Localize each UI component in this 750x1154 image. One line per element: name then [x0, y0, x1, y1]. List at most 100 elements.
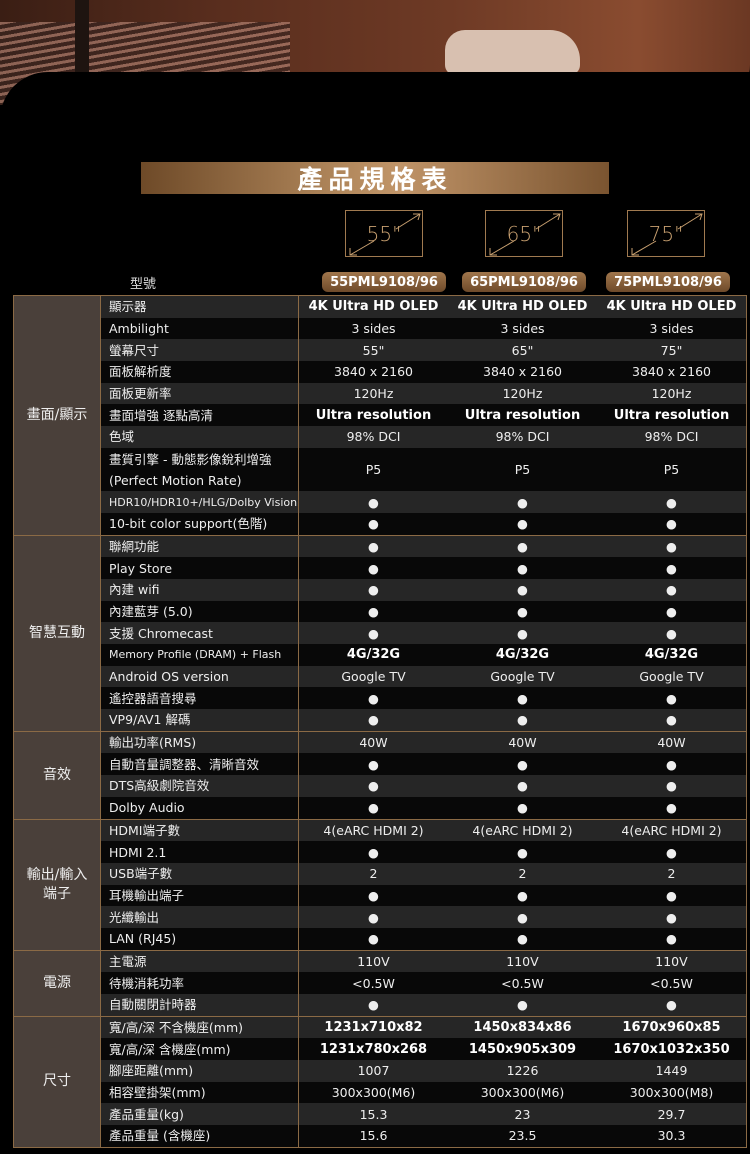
row-value: 120Hz — [448, 382, 597, 405]
supported-dot-icon: ● — [597, 491, 746, 513]
row-label: 自動關閉計時器 — [101, 994, 299, 1016]
supported-dot-icon: ● — [299, 535, 448, 558]
row-value: 15.3 — [299, 1103, 448, 1126]
supported-dot-icon: ● — [448, 927, 597, 950]
row-label: 主電源 — [101, 950, 299, 973]
row-label: 自動音量調整器、清晰音效 — [101, 753, 299, 776]
size-55-badge: 55" — [345, 210, 423, 257]
supported-dot-icon: ● — [448, 600, 597, 623]
row-value: 1670x1032x350 — [597, 1038, 746, 1061]
row-value: 1670x960x85 — [597, 1016, 746, 1039]
row-value: 23 — [448, 1103, 597, 1126]
supported-dot-icon: ● — [299, 709, 448, 731]
supported-dot-icon: ● — [299, 578, 448, 601]
row-value: 40W — [597, 731, 746, 754]
row-value: 4(eARC HDMI 2) — [597, 819, 746, 842]
row-value: 4G/32G — [299, 644, 448, 666]
row-value: P5 — [597, 447, 746, 492]
model-badge-55: 55PML9108/96 — [322, 272, 446, 292]
category-label: 音效 — [14, 731, 101, 819]
row-value: 3840 x 2160 — [448, 361, 597, 383]
row-value: P5 — [299, 447, 448, 492]
supported-dot-icon: ● — [448, 687, 597, 710]
row-value: 3 sides — [597, 317, 746, 340]
row-label: 相容壁掛架(mm) — [101, 1081, 299, 1104]
supported-dot-icon: ● — [299, 927, 448, 950]
spec-table: 畫面/顯示 顯示器 4K Ultra HD OLED 4K Ultra HD OLED… — [13, 295, 747, 1148]
row-value: 4K Ultra HD OLED — [448, 296, 597, 318]
table-row: Memory Profile (DRAM) + Flash 4G/32G 4G/32… — [101, 644, 746, 666]
row-value: Ultra resolution — [597, 404, 746, 427]
page-title: 產品規格表 — [141, 162, 609, 194]
spec-section: 音效 輸出功率(RMS) 40W 40W 40W 自動音量調整器、清晰音效 ● ● ● DTS高級… — [14, 730, 746, 819]
row-label: 內建藍芽 (5.0) — [101, 600, 299, 623]
row-value: Google TV — [448, 665, 597, 688]
table-row: 遙控器語音搜尋 ● ● ● — [101, 687, 746, 710]
row-value: 15.6 — [299, 1125, 448, 1147]
supported-dot-icon: ● — [597, 841, 746, 863]
row-value: 1450x905x309 — [448, 1038, 597, 1061]
model-label: 型號 — [130, 277, 157, 292]
supported-dot-icon: ● — [597, 796, 746, 819]
row-value: 3 sides — [299, 317, 448, 340]
row-label: 支援 Chromecast — [101, 622, 299, 645]
table-row: 主電源 110V 110V 110V — [101, 950, 746, 973]
row-label: 寬/高/深 含機座(mm) — [101, 1038, 299, 1061]
model-badge-75: 75PML9108/96 — [606, 272, 730, 292]
row-label: DTS高級劇院音效 — [101, 775, 299, 797]
category-label: 電源 — [14, 950, 101, 1016]
row-value: 1231x710x82 — [299, 1016, 448, 1039]
row-value: 2 — [448, 862, 597, 885]
supported-dot-icon: ● — [448, 578, 597, 601]
table-row: 內建 wifi ● ● ● — [101, 578, 746, 601]
supported-dot-icon: ● — [448, 535, 597, 558]
supported-dot-icon: ● — [299, 884, 448, 907]
row-label: 聯網功能 — [101, 535, 299, 558]
table-row: 寬/高/深 含機座(mm) 1231x780x268 1450x905x309 167… — [101, 1038, 746, 1061]
category-label: 輸出/輸入 端子 — [14, 819, 101, 950]
supported-dot-icon: ● — [597, 535, 746, 558]
row-value: 120Hz — [299, 382, 448, 405]
table-row: Play Store ● ● ● — [101, 557, 746, 579]
table-row: Android OS version Google TV Google TV Goog… — [101, 665, 746, 688]
row-value: Ultra resolution — [448, 404, 597, 427]
row-value: 300x300(M8) — [597, 1081, 746, 1104]
supported-dot-icon: ● — [597, 709, 746, 731]
row-value: 120Hz — [597, 382, 746, 405]
supported-dot-icon: ● — [448, 906, 597, 928]
row-value: Google TV — [299, 665, 448, 688]
row-value: 110V — [597, 950, 746, 973]
row-value: <0.5W — [597, 972, 746, 995]
supported-dot-icon: ● — [448, 491, 597, 513]
table-row: LAN (RJ45) ● ● ● — [101, 927, 746, 950]
row-value: <0.5W — [448, 972, 597, 995]
supported-dot-icon: ● — [597, 775, 746, 797]
row-value: 65" — [448, 339, 597, 362]
table-row: 面板解析度 3840 x 2160 3840 x 2160 3840 x 2160 — [101, 361, 746, 383]
category-label: 智慧互動 — [14, 535, 101, 731]
table-row: 耳機輸出端子 ● ● ● — [101, 884, 746, 907]
supported-dot-icon: ● — [299, 687, 448, 710]
row-label: 色域 — [101, 426, 299, 448]
size-75-badge: 75" — [627, 210, 705, 257]
table-row: 面板更新率 120Hz 120Hz 120Hz — [101, 382, 746, 405]
supported-dot-icon: ● — [448, 775, 597, 797]
row-value: 110V — [299, 950, 448, 973]
row-label: 光纖輸出 — [101, 906, 299, 928]
table-row: HDMI端子數 4(eARC HDMI 2) 4(eARC HDMI 2) 4(eAR… — [101, 819, 746, 842]
spec-section: 尺寸 寬/高/深 不含機座(mm) 1231x710x82 1450x834x86 16… — [14, 1015, 746, 1147]
row-value: 40W — [299, 731, 448, 754]
row-value: 1231x780x268 — [299, 1038, 448, 1061]
supported-dot-icon: ● — [597, 512, 746, 535]
row-value: 4(eARC HDMI 2) — [299, 819, 448, 842]
supported-dot-icon: ● — [448, 841, 597, 863]
sneaker-image — [445, 30, 580, 75]
row-value: 40W — [448, 731, 597, 754]
row-value: 2 — [299, 862, 448, 885]
supported-dot-icon: ● — [597, 687, 746, 710]
row-label: Play Store — [101, 557, 299, 579]
row-label: 顯示器 — [101, 296, 299, 318]
spec-section: 畫面/顯示 顯示器 4K Ultra HD OLED 4K Ultra HD OLED… — [14, 296, 746, 535]
row-label: 內建 wifi — [101, 578, 299, 601]
table-row: HDMI 2.1 ● ● ● — [101, 841, 746, 863]
